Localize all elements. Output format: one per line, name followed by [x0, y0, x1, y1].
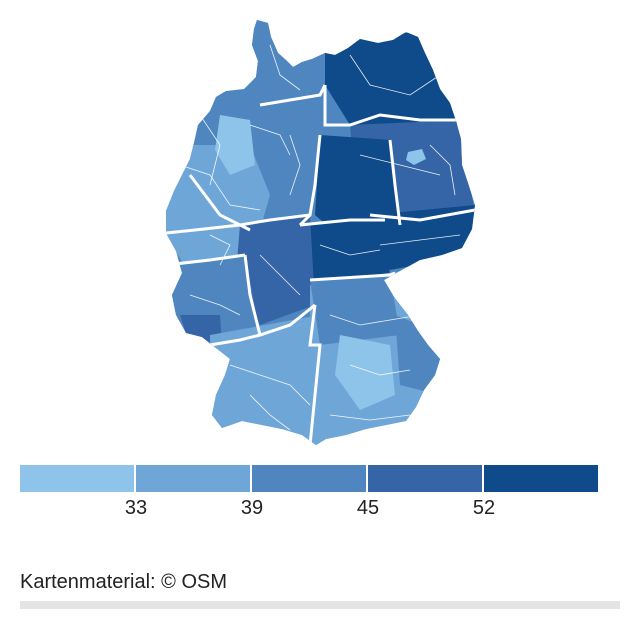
map-attribution: Kartenmaterial: © OSM: [20, 571, 228, 593]
region-mecklenburg[interactable]: [325, 30, 460, 135]
region-berlin[interactable]: [406, 149, 426, 165]
state-borders: [166, 84, 475, 445]
region-franconia[interactable]: [310, 275, 400, 345]
region-baden-wuerttemberg[interactable]: [210, 315, 320, 445]
region-upper-bavaria-light[interactable]: [335, 335, 395, 410]
color-legend: 33 39 45 52: [20, 465, 600, 525]
region-schleswig-holstein[interactable]: [250, 20, 330, 105]
region-thuringia[interactable]: [300, 220, 390, 280]
legend-tick-label: 52: [472, 497, 496, 519]
region-emsland[interactable]: [215, 115, 255, 175]
legend-bin-2: [136, 465, 250, 492]
legend-bin-3: [252, 465, 366, 492]
region-lower-bavaria[interactable]: [395, 315, 445, 395]
legend-bin-1: [20, 465, 134, 492]
legend-tick-label: 33: [124, 497, 148, 519]
legend-tick-label: 45: [356, 497, 380, 519]
footer-bar: [20, 601, 620, 609]
legend-bin-5: [484, 465, 598, 492]
legend-tick-label: 39: [240, 497, 264, 519]
choropleth-map[interactable]: [150, 15, 490, 450]
district-borders: [179, 44, 461, 431]
germany-map-svg[interactable]: [150, 15, 490, 450]
legend-bin-4: [368, 465, 482, 492]
